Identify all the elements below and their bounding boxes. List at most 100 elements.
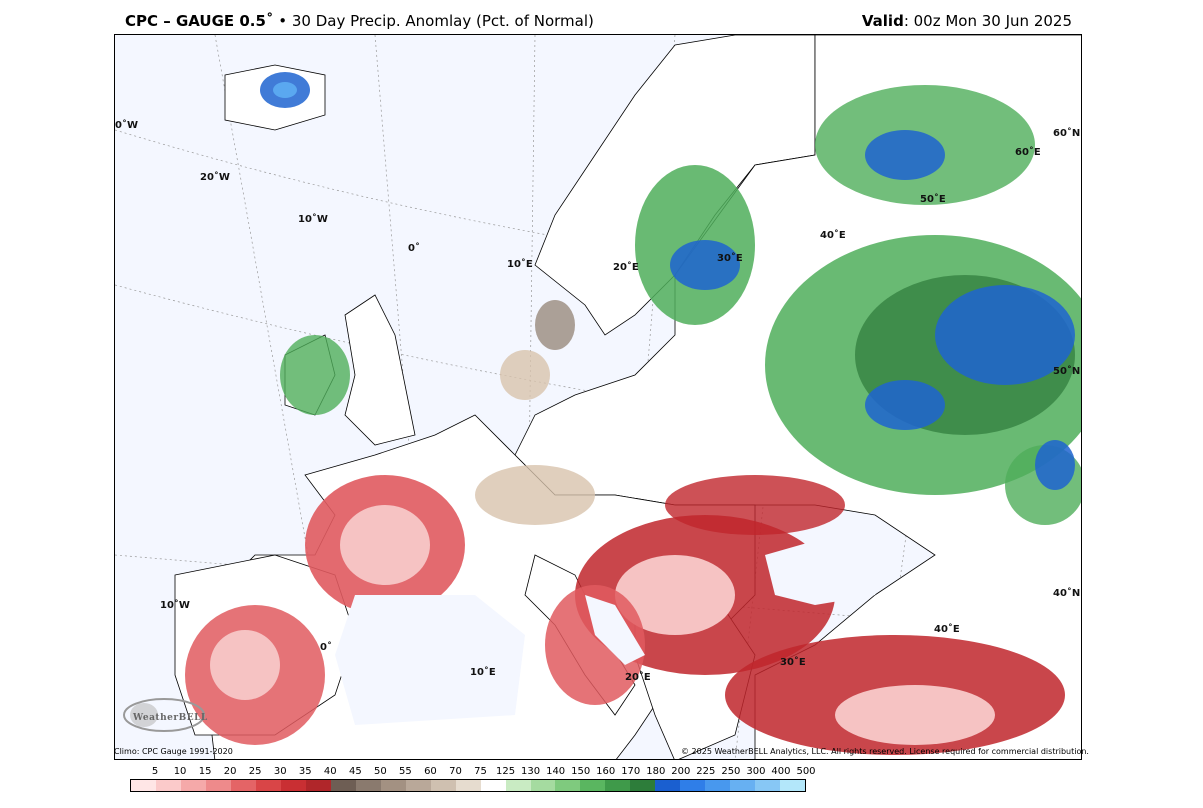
legend-swatch (205, 780, 231, 791)
legend-label: 25 (248, 766, 262, 777)
legend-swatch (730, 780, 756, 791)
brown-anomaly-norway (535, 300, 575, 350)
legend-label: 50 (373, 766, 387, 777)
weatherbell-logo-icon (123, 698, 205, 732)
lon-label-20e: 20˚E (613, 262, 639, 273)
legend-label: 35 (298, 766, 312, 777)
lon-label-40e: 40˚E (820, 230, 846, 241)
mediterranean-west (335, 595, 525, 725)
legend-label: 45 (348, 766, 362, 777)
legend-swatch (305, 780, 331, 791)
legend-swatch (680, 780, 706, 791)
legend-swatch (180, 780, 206, 791)
legend-label: 150 (571, 766, 591, 777)
legend-swatch (505, 780, 531, 791)
legend-swatch (430, 780, 456, 791)
wet-anomaly-north-russia-blue (865, 130, 945, 180)
legend-label: 75 (474, 766, 487, 777)
legend-label: 225 (696, 766, 716, 777)
tan-anomaly-germany (475, 465, 595, 525)
legend-label: 60 (424, 766, 437, 777)
legend-label: 160 (596, 766, 616, 777)
lon-label-10e: 10˚E (507, 259, 533, 270)
dry-anomaly-balkans-light (615, 555, 735, 635)
legend-label: 70 (449, 766, 462, 777)
valid-label: Valid (861, 12, 904, 30)
near-dry-fields (475, 300, 595, 525)
dry-anomaly-france-core (340, 505, 430, 585)
lon-label-60e: 60˚E (1015, 147, 1041, 158)
legend-swatch (280, 780, 306, 791)
valid-time-value: : 00z Mon 30 Jun 2025 (903, 12, 1072, 30)
legend-label: 500 (796, 766, 816, 777)
dry-anomaly-turkey-light (835, 685, 995, 745)
legend-label: 15 (198, 766, 212, 777)
legend-label: 200 (671, 766, 691, 777)
legend-swatch (530, 780, 556, 791)
legend-swatch (555, 780, 581, 791)
lon-label-50e: 50˚E (920, 194, 946, 205)
legend-swatch (480, 780, 506, 791)
title-separator: • (273, 12, 292, 30)
wet-anomaly-finland-blue (670, 240, 740, 290)
wet-anomaly-fields (260, 72, 1081, 525)
precip-anomaly-map (114, 34, 1082, 760)
legend-swatch (380, 780, 406, 791)
wet-anomaly-caspian-blue (1035, 440, 1075, 490)
legend-swatch (405, 780, 431, 791)
wet-anomaly-ireland (280, 335, 350, 415)
legend-swatch (605, 780, 631, 791)
black-sea (765, 535, 895, 605)
legend-swatch (255, 780, 281, 791)
legend-labels: 5 10 15 20 25 30 35 40 45 50 55 60 70 75 125 130 140 150 1… (130, 766, 816, 778)
legend-color-bar (130, 779, 806, 792)
legend-swatch (131, 780, 156, 791)
legend-swatch (580, 780, 606, 791)
lat-label-40n: 40˚N (1053, 588, 1081, 599)
copyright-note: © 2025 WeatherBELL Analytics, LLC. All r… (681, 747, 1089, 756)
legend-swatch (755, 780, 781, 791)
dry-anomaly-ukraine (665, 475, 845, 535)
legend-swatch (155, 780, 181, 791)
legend-label: 10 (173, 766, 187, 777)
legend-label: 20 (223, 766, 237, 777)
lon-label-10e-bottom: 10˚E (470, 667, 496, 678)
lon-label-0-bottom: 0˚ (320, 642, 332, 653)
adriatic-sea (585, 595, 645, 665)
great-britain-landmass (344, 294, 416, 446)
lon-label-30e-bottom: 30˚E (780, 657, 806, 668)
lat-label-50n: 50˚N (1053, 366, 1081, 377)
legend-label: 5 (151, 766, 159, 777)
legend-label: 300 (746, 766, 766, 777)
logo-text: WeatherBELL (133, 713, 208, 723)
lon-label-30e: 30˚E (717, 253, 743, 264)
inland-seas (335, 535, 895, 725)
wet-anomaly-russia-blue (935, 285, 1075, 385)
legend-swatch (330, 780, 356, 791)
legend-swatch (230, 780, 256, 791)
legend-label: 40 (323, 766, 337, 777)
legend-swatch (655, 780, 681, 791)
legend-swatch (780, 780, 806, 791)
wet-anomaly-russia-blue2 (865, 380, 945, 430)
legend-label: 130 (521, 766, 541, 777)
legend-label: 250 (721, 766, 741, 777)
tan-anomaly-denmark (500, 350, 550, 400)
legend-label: 125 (496, 766, 516, 777)
legend-label: 55 (399, 766, 412, 777)
wet-anomaly-iceland-light (273, 82, 297, 98)
legend-label: 180 (646, 766, 666, 777)
legend-label: 400 (771, 766, 791, 777)
lon-label-10w-top: 10˚W (298, 214, 328, 225)
product-name: 30 Day Precip. Anomlay (Pct. of Normal) (291, 12, 594, 30)
legend-swatch (705, 780, 731, 791)
climo-note: Climo: CPC Gauge 1991-2020 (114, 747, 233, 756)
legend-label: 170 (621, 766, 641, 777)
lon-label-0w: 0˚W (115, 120, 138, 131)
lon-label-10w-bottom: 10˚W (160, 600, 190, 611)
legend-swatch (455, 780, 481, 791)
legend-label: 140 (546, 766, 566, 777)
legend-swatch (355, 780, 381, 791)
model-name: CPC – GAUGE 0.5˚ (125, 12, 274, 30)
lat-label-60n: 60˚N (1053, 128, 1081, 139)
